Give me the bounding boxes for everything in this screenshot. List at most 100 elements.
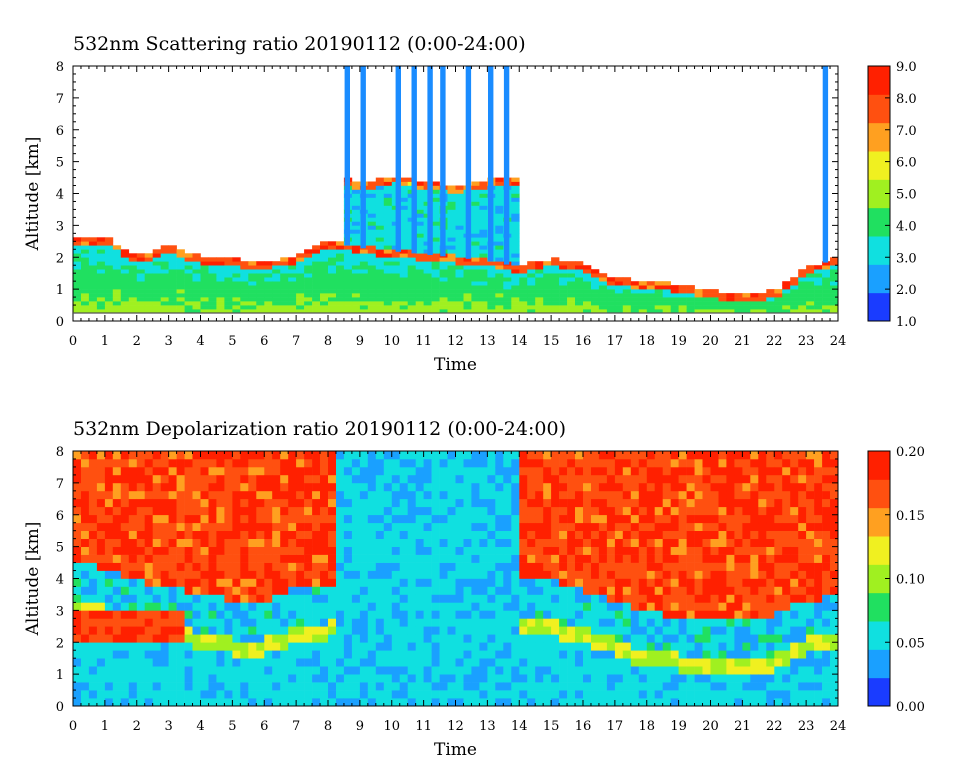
depolarization-cell [81,538,90,547]
depolarization-cell [463,698,472,707]
scattering-cell [336,245,345,250]
depolarization-cell [431,466,440,476]
scattering-cell [439,285,448,290]
depolarization-cell [128,602,138,611]
depolarization-cell [487,594,496,603]
depolarization-cell [240,570,249,579]
scattering-cell [415,305,424,310]
depolarization-cell [726,594,735,603]
scattering-cell [343,297,353,302]
depolarization-cell [463,634,472,643]
depolarization-cell [686,634,695,643]
depolarization-cell [535,498,544,508]
scattering-cell [503,281,512,286]
depolarization-cell [734,498,743,508]
depolarization-cell [678,546,687,555]
depolarization-cell [415,562,424,571]
scattering-cell [160,261,169,266]
depolarization-cell [112,634,122,643]
depolarization-cell [726,466,735,476]
depolarization-cell [814,650,823,659]
depolarization-cell [423,658,432,667]
depolarization-cell [359,530,369,539]
depolarization-cell [232,514,241,524]
depolarization-cell [144,666,153,675]
scattering-cell [240,277,249,282]
depolarization-cell [248,451,257,460]
depolarization-cell [622,674,632,683]
scattering-cell [208,261,217,266]
depolarization-cell [240,698,249,707]
depolarization-cell [375,538,385,547]
depolarization-cell [551,698,560,707]
depolarization-cell [798,674,807,683]
depolarization-cell [168,634,177,643]
depolarization-cell [383,594,393,603]
depolarization-cell [232,682,241,691]
depolarization-cell [782,506,791,516]
depolarization-cell [495,466,504,476]
depolarization-cell [399,634,408,643]
depolarization-cell [575,514,584,524]
scattering-cell [830,281,839,286]
scattering-cell [455,301,464,306]
scattering-cell [702,309,711,314]
scattering-cell [598,293,608,298]
depolarization-cell [806,570,815,579]
depolarization-cell [750,490,759,500]
depolarization-cell [583,522,592,531]
depolarization-cell [782,530,791,539]
depolarization-cell [535,506,544,516]
depolarization-cell [431,650,440,659]
depolarization-cell [758,602,767,611]
scattering-cell [407,305,416,310]
depolarization-cell [136,474,146,484]
depolarization-cell [399,466,408,476]
depolarization-cell [511,602,520,611]
depolarization-cell [551,634,560,643]
scattering-cell [256,285,265,290]
depolarization-cell [614,498,624,508]
depolarization-cell [455,474,464,484]
scattering-cell [551,269,560,274]
scattering-cell [128,297,138,302]
depolarization-cell [742,610,751,619]
depolarization-cell [383,674,393,683]
depolarization-cell [646,634,656,643]
depolarization-cell [351,522,361,531]
depolarization-cell [367,554,377,563]
depolarization-cell [678,634,687,643]
depolarization-cell [726,674,735,683]
depolarization-cell [782,474,791,484]
depolarization-cell [399,586,408,595]
depolarization-cell [622,554,632,563]
depolarization-cell [774,618,783,627]
depolarization-cell [567,586,576,595]
depolarization-cell [288,666,297,675]
depolarization-cell [710,506,719,516]
depolarization-cell [128,682,138,691]
depolarization-cell [702,482,711,492]
depolarization-cell [112,610,122,619]
depolarization-cell [439,642,448,651]
depolarization-cell [304,498,313,508]
scattering-cell [463,293,472,298]
depolarization-cell [343,626,353,635]
scattering-cell [463,261,472,266]
scattering-cell [559,261,568,266]
scattering-cell [328,297,337,302]
depolarization-cell [367,586,377,595]
depolarization-cell [702,498,711,508]
depolarization-cell [160,522,169,531]
depolarization-cell [710,451,719,460]
scattering-cell [463,305,472,310]
scattering-cell [495,193,504,198]
depolarization-cell [272,538,281,547]
depolarization-cell [120,618,130,627]
depolarization-cell [519,474,528,484]
depolarization-cell [519,466,528,476]
scattering-cell [367,249,377,254]
scattering-cell [399,197,408,202]
scattering-cell [814,273,823,278]
depolarization-cell [391,610,401,619]
